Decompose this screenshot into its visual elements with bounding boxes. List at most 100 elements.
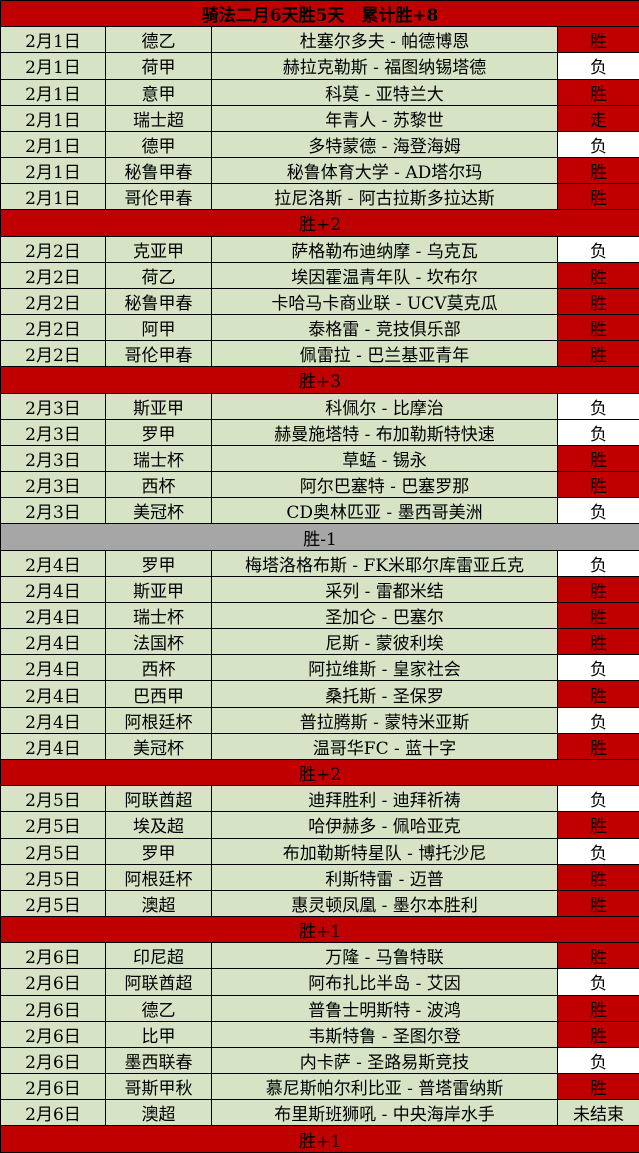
match-cell: 草蜢 - 锡永	[211, 444, 558, 473]
result-cell: 负	[556, 1046, 639, 1075]
match-row: 2月1日 瑞士超 年青人 - 苏黎世走	[0, 104, 639, 132]
match-cell: 埃因霍温青年队 - 坎布尔	[211, 261, 558, 289]
match-row: 2月2日 阿甲 泰格雷 - 竞技俱乐部胜	[0, 314, 639, 342]
league-cell: 埃及超	[105, 811, 212, 839]
league-cell: 瑞士超	[105, 104, 212, 132]
result-cell: 胜	[556, 889, 639, 918]
result-cell: 负	[556, 418, 639, 446]
date-cell: 2月2日	[0, 287, 106, 316]
result-cell: 胜	[556, 287, 639, 316]
date-cell: 2月5日	[0, 785, 106, 813]
date-cell: 2月2日	[0, 340, 106, 368]
match-cell: 杜塞尔多夫 - 帕德博恩	[211, 26, 558, 54]
result-cell: 负	[556, 968, 639, 996]
match-cell: 秘鲁体育大学 - AD塔尔玛	[211, 157, 558, 185]
match-row: 2月6日 哥斯甲秋 慕尼斯帕尔利比亚 - 普塔雷纳斯胜	[0, 1073, 639, 1101]
date-cell: 2月5日	[0, 863, 106, 891]
match-cell: 布里斯班狮吼 - 中央海岸水手	[211, 1099, 558, 1127]
match-row: 2月3日 美冠杯 CD奥林匹亚 - 墨西哥美洲负	[0, 497, 639, 525]
league-cell: 荷甲	[105, 52, 212, 80]
match-row: 2月5日 罗甲 布加勒斯特星队 - 博托沙尼负	[0, 837, 639, 865]
league-cell: 西杯	[105, 471, 212, 499]
result-cell: 负	[556, 497, 639, 525]
match-cell: 韦斯特鲁 - 圣图尔登	[211, 1020, 558, 1048]
date-cell: 2月3日	[0, 471, 106, 499]
date-cell: 2月1日	[0, 157, 106, 185]
match-cell: 科莫 - 亚特兰大	[211, 78, 558, 106]
league-cell: 罗甲	[105, 418, 212, 446]
result-cell: 负	[556, 785, 639, 813]
date-cell: 2月1日	[0, 26, 106, 54]
match-row: 2月5日 埃及超 哈伊赫多 - 佩哈亚克胜	[0, 811, 639, 839]
league-cell: 德乙	[105, 26, 212, 54]
match-row: 2月1日 德乙 杜塞尔多夫 - 帕德博恩胜	[0, 26, 639, 54]
summary-row: 胜+2	[0, 209, 639, 237]
date-cell: 2月2日	[0, 261, 106, 289]
title-row: 骑法二月6天胜5天 累计胜+8	[0, 0, 639, 28]
summary-label: 胜+1	[0, 1125, 639, 1153]
match-row: 2月4日 美冠杯 温哥华FC - 蓝十字胜	[0, 732, 639, 760]
match-row: 2月3日 斯亚甲 科佩尔 - 比摩治负	[0, 392, 639, 420]
result-cell: 胜	[556, 811, 639, 839]
match-cell: 尼斯 - 蒙彼利埃	[211, 628, 558, 656]
date-cell: 2月4日	[0, 601, 106, 630]
match-row: 2月1日 哥伦甲春 拉尼洛斯 - 阿古拉斯多拉达斯胜	[0, 183, 639, 211]
result-cell: 胜	[556, 26, 639, 54]
date-cell: 2月4日	[0, 575, 106, 603]
result-cell: 胜	[556, 863, 639, 891]
date-cell: 2月4日	[0, 654, 106, 682]
result-cell: 负	[556, 52, 639, 80]
date-cell: 2月1日	[0, 130, 106, 159]
match-row: 2月4日 瑞士杯 圣加仑 - 巴塞尔胜	[0, 601, 639, 630]
result-cell: 负	[556, 392, 639, 420]
result-cell: 走	[556, 104, 639, 132]
league-cell: 阿联酋超	[105, 785, 212, 813]
match-row: 2月4日 法国杯 尼斯 - 蒙彼利埃胜	[0, 628, 639, 656]
result-cell: 胜	[556, 575, 639, 603]
result-cell: 胜	[556, 340, 639, 368]
date-cell: 2月1日	[0, 78, 106, 106]
match-row: 2月1日 荷甲 赫拉克勒斯 - 福图纳锡塔德负	[0, 52, 639, 80]
match-cell: 万隆 - 马鲁特联	[211, 942, 558, 970]
league-cell: 斯亚甲	[105, 575, 212, 603]
date-cell: 2月3日	[0, 497, 106, 525]
summary-row: 胜+1	[0, 1125, 639, 1153]
league-cell: 罗甲	[105, 549, 212, 577]
match-row: 2月1日 意甲 科莫 - 亚特兰大胜	[0, 78, 639, 106]
date-cell: 2月6日	[0, 1020, 106, 1048]
date-cell: 2月6日	[0, 968, 106, 996]
league-cell: 秘鲁甲春	[105, 157, 212, 185]
date-cell: 2月6日	[0, 1073, 106, 1101]
league-cell: 斯亚甲	[105, 392, 212, 420]
match-row: 2月5日 阿联酋超 迪拜胜利 - 迪拜祈祷负	[0, 785, 639, 813]
page-title: 骑法二月6天胜5天 累计胜+8	[0, 0, 639, 28]
match-row: 2月6日 印尼超 万隆 - 马鲁特联胜	[0, 942, 639, 970]
league-cell: 荷乙	[105, 261, 212, 289]
match-cell: 赫拉克勒斯 - 福图纳锡塔德	[211, 52, 558, 80]
match-row: 2月3日 西杯 阿尔巴塞特 - 巴塞罗那胜	[0, 471, 639, 499]
league-cell: 墨西联春	[105, 1046, 212, 1075]
result-cell: 胜	[556, 942, 639, 970]
match-row: 2月2日 荷乙 埃因霍温青年队 - 坎布尔胜	[0, 261, 639, 289]
match-cell: 惠灵顿凤凰 - 墨尔本胜利	[211, 889, 558, 918]
result-cell: 胜	[556, 444, 639, 473]
league-cell: 克亚甲	[105, 235, 212, 263]
match-cell: 哈伊赫多 - 佩哈亚克	[211, 811, 558, 839]
summary-label: 胜+1	[0, 916, 639, 944]
league-cell: 巴西甲	[105, 680, 212, 708]
date-cell: 2月6日	[0, 942, 106, 970]
result-cell: 胜	[556, 157, 639, 185]
result-cell: 未结束	[556, 1099, 639, 1127]
match-row: 2月4日 阿根廷杯 普拉腾斯 - 蒙特米亚斯负	[0, 706, 639, 734]
match-cell: 赫曼施塔特 - 布加勒斯特快速	[211, 418, 558, 446]
match-cell: 卡哈马卡商业联 - UCV莫克瓜	[211, 287, 558, 316]
match-cell: 布加勒斯特星队 - 博托沙尼	[211, 837, 558, 865]
match-cell: 温哥华FC - 蓝十字	[211, 732, 558, 760]
match-row: 2月4日 罗甲 梅塔洛格布斯 - FK米耶尔库雷亚丘克负	[0, 549, 639, 577]
match-row: 2月4日 巴西甲 桑托斯 - 圣保罗胜	[0, 680, 639, 708]
result-cell: 负	[556, 235, 639, 263]
match-row: 2月6日 澳超 布里斯班狮吼 - 中央海岸水手 未结束	[0, 1099, 639, 1127]
date-cell: 2月6日	[0, 1046, 106, 1075]
league-cell: 意甲	[105, 78, 212, 106]
match-row: 2月2日 克亚甲 萨格勒布迪纳摩 - 乌克瓦负	[0, 235, 639, 263]
